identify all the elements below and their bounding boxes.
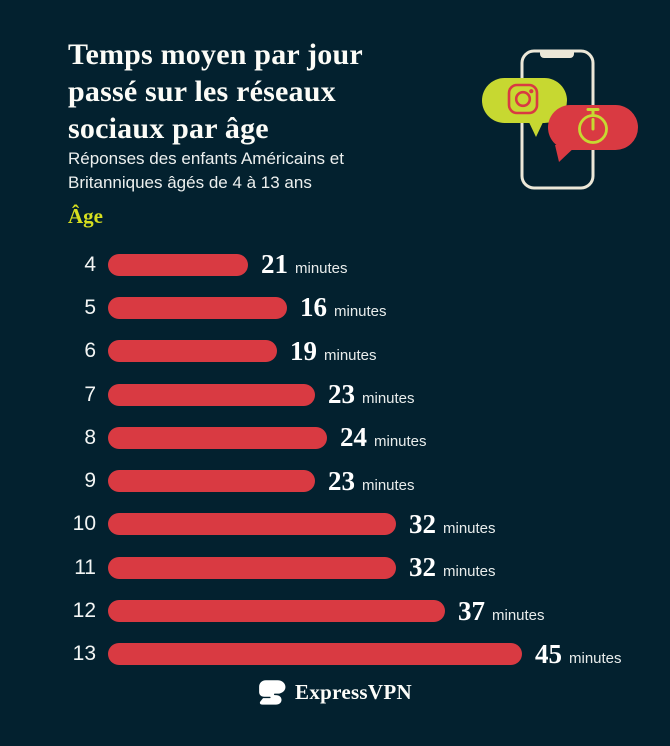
chart-row: 11 32 minutes bbox=[68, 546, 648, 589]
value-label: 45 minutes bbox=[535, 639, 622, 670]
value-label: 37 minutes bbox=[458, 596, 545, 627]
chart-row: 4 21 minutes bbox=[68, 243, 648, 286]
bar bbox=[108, 296, 287, 319]
age-label: 12 bbox=[72, 599, 96, 623]
age-label: 13 bbox=[72, 642, 96, 666]
value-unit: minutes bbox=[324, 346, 377, 364]
expressvpn-logo-icon bbox=[259, 680, 286, 705]
bar bbox=[108, 513, 396, 536]
bar bbox=[108, 340, 277, 363]
instagram-icon bbox=[507, 83, 539, 115]
value-number: 21 bbox=[261, 249, 288, 280]
age-label: 10 bbox=[72, 512, 96, 536]
age-label: 4 bbox=[84, 252, 96, 276]
value-label: 32 minutes bbox=[409, 552, 496, 583]
bar bbox=[108, 253, 248, 276]
bar bbox=[108, 470, 315, 493]
value-number: 32 bbox=[409, 552, 436, 583]
value-unit: minutes bbox=[334, 303, 387, 321]
value-unit: minutes bbox=[443, 563, 496, 581]
bar bbox=[108, 556, 396, 579]
chart-row: 5 16 minutes bbox=[68, 286, 648, 329]
page-subtitle: Réponses des enfants Américains et Brita… bbox=[68, 149, 344, 192]
chat-bubble-red bbox=[548, 105, 638, 162]
value-number: 32 bbox=[409, 508, 436, 539]
bar bbox=[108, 600, 445, 623]
value-number: 23 bbox=[328, 379, 355, 410]
age-label: 9 bbox=[84, 469, 96, 493]
page-title: Temps moyen par jour passé sur les résea… bbox=[68, 38, 363, 145]
age-label: 7 bbox=[84, 382, 96, 406]
chart-row: 13 45 minutes bbox=[68, 633, 648, 676]
chart-row: 8 24 minutes bbox=[68, 416, 648, 459]
value-unit: minutes bbox=[443, 519, 496, 537]
bar bbox=[108, 426, 327, 449]
value-number: 19 bbox=[290, 335, 317, 366]
age-label: 8 bbox=[84, 425, 96, 449]
chart-row: 7 23 minutes bbox=[68, 373, 648, 416]
age-label: 5 bbox=[84, 295, 96, 319]
chat-bubble-green bbox=[482, 78, 567, 137]
stopwatch-icon bbox=[578, 108, 608, 144]
value-number: 16 bbox=[300, 292, 327, 323]
value-number: 45 bbox=[535, 638, 562, 669]
bar bbox=[108, 383, 315, 406]
value-label: 21 minutes bbox=[261, 249, 348, 280]
axis-label-age: Âge bbox=[68, 204, 103, 228]
chart-row: 9 23 minutes bbox=[68, 459, 648, 502]
value-label: 32 minutes bbox=[409, 509, 496, 540]
value-unit: minutes bbox=[362, 390, 415, 408]
value-unit: minutes bbox=[492, 606, 545, 624]
value-unit: minutes bbox=[374, 433, 427, 451]
value-label: 19 minutes bbox=[290, 336, 377, 367]
age-label: 11 bbox=[74, 555, 96, 579]
value-label: 16 minutes bbox=[300, 292, 387, 323]
value-label: 24 minutes bbox=[340, 422, 427, 453]
age-label: 6 bbox=[84, 339, 96, 363]
value-unit: minutes bbox=[569, 649, 622, 667]
brand-footer: ExpressVPN bbox=[0, 679, 670, 705]
phone-social-illustration bbox=[482, 49, 638, 190]
value-unit: minutes bbox=[295, 260, 348, 278]
chart-row: 10 32 minutes bbox=[68, 503, 648, 546]
value-number: 23 bbox=[328, 465, 355, 496]
chart-row: 6 19 minutes bbox=[68, 330, 648, 373]
value-number: 37 bbox=[458, 595, 485, 626]
value-label: 23 minutes bbox=[328, 379, 415, 410]
chart-row: 12 37 minutes bbox=[68, 589, 648, 632]
value-label: 23 minutes bbox=[328, 466, 415, 497]
bar bbox=[108, 643, 522, 666]
value-number: 24 bbox=[340, 422, 367, 453]
bar-chart: 4 21 minutes 5 16 minutes 6 19 minutes 7 23 minutes… bbox=[68, 243, 648, 676]
value-unit: minutes bbox=[362, 476, 415, 494]
brand-name: ExpressVPN bbox=[295, 679, 412, 704]
